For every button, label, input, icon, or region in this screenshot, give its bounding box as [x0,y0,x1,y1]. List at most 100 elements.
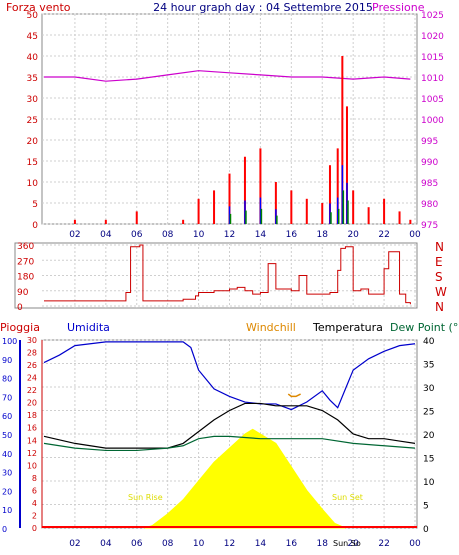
tick-label-pressure: 1025 [421,11,444,21]
chart-marks [42,56,417,529]
tick-label-hour: 20 [347,539,359,549]
tick-label-pressure: 995 [421,137,438,147]
tick-label-hour: 10 [193,539,205,549]
windchill-line [287,393,301,398]
tick-label-humidity: 40 [2,450,12,459]
tick-label-humidity: 60 [2,412,12,421]
tick-label-rain: 10 [27,461,37,470]
tick-label-pressure: 1020 [421,32,444,42]
compass-label: W [435,285,447,299]
tick-label-rain: 26 [27,361,37,370]
sunset-label: Sun Set [332,493,363,502]
tick-label-hour: 16 [286,539,298,549]
tick-label-hour: 22 [378,539,389,549]
tick-label-wind: 50 [27,11,39,21]
chart-title: 24 hour graph day : 04 Settembre 2015 [153,1,373,14]
pressure-axis-label: Pressione [372,1,425,14]
tick-label-rain: 24 [27,374,37,383]
tick-label-pressure: 990 [421,158,438,168]
tick-label-pressure: 1005 [421,95,444,105]
tick-labels: 0510152025303540455097598098599099510001… [2,11,447,549]
tick-label-hour: 04 [100,539,112,549]
tick-label-rain: 18 [27,411,37,420]
tick-label-wind: 5 [32,200,38,210]
tick-label-temperature: 40 [423,337,435,347]
tick-label-temperature: 30 [423,384,435,394]
tick-label-hour: 10 [193,230,205,240]
tick-label-temperature: 35 [423,361,434,371]
tick-label-humidity: 0 [2,525,7,534]
tick-label-humidity: 80 [2,375,12,384]
tick-label-pressure: 975 [421,221,438,231]
tick-label-wind: 30 [27,95,39,105]
temperature-line [43,402,416,449]
temperature-label: Temperatura [312,321,383,334]
tick-label-hour: 02 [69,230,80,240]
tick-label-rain: 8 [32,474,37,483]
tick-label-rain: 6 [32,486,37,495]
tick-label-hour: 18 [317,230,329,240]
solar-area [144,428,346,529]
tick-label-humidity: 70 [2,393,12,402]
tick-label-direction: 180 [17,273,34,283]
tick-label-temperature: 5 [423,502,429,512]
tick-label-hour: 08 [162,539,174,549]
tick-label-temperature: 15 [423,455,434,465]
tick-label-rain: 20 [27,399,37,408]
tick-label-wind: 0 [32,221,38,231]
tick-label-wind: 25 [27,116,38,126]
wind-axis-label: Forza vento [6,1,71,14]
tick-label-wind: 40 [27,53,39,63]
tick-label-direction: 90 [17,288,29,298]
tick-label-hour: 22 [378,230,389,240]
tick-label-rain: 2 [32,511,37,520]
tick-label-rain: 4 [32,499,37,508]
tick-label-direction: 0 [17,303,23,313]
tick-label-temperature: 25 [423,408,434,418]
tick-label-direction: 270 [17,257,34,267]
rain-axis-label: Pioggia [0,321,40,334]
tick-label-rain: 0 [32,524,37,533]
tick-label-wind: 35 [27,74,38,84]
tick-label-rain: 12 [27,449,37,458]
compass-label: N [435,240,444,254]
tick-label-direction: 360 [17,242,34,252]
tick-label-pressure: 1015 [421,53,444,63]
tick-label-hour: 06 [131,539,143,549]
tick-label-wind: 45 [27,32,38,42]
wind-pressure-grid [42,13,417,225]
tick-label-pressure: 1010 [421,74,444,84]
compass-label: S [435,270,443,284]
tick-label-rain: 30 [27,336,37,345]
tick-label-temperature: 0 [423,525,429,535]
tick-label-hour: 18 [317,539,329,549]
tick-label-hour: 08 [162,230,174,240]
tick-label-rain: 14 [27,436,37,445]
tick-label-hour: 00 [409,539,421,549]
tick-label-rain: 22 [27,386,37,395]
tick-label-hour: 20 [347,230,359,240]
direction-line [44,244,411,305]
tick-label-hour: 14 [255,539,267,549]
tick-label-humidity: 50 [2,431,12,440]
tick-label-rain: 16 [27,424,37,433]
windchill-label: Windchill [246,321,296,334]
tick-label-temperature: 20 [423,431,435,441]
dewpoint-label: Dew Point (°C [390,321,459,334]
compass-label: E [435,255,443,269]
dewpoint-line [43,435,416,452]
tick-label-pressure: 985 [421,179,438,189]
tick-label-hour: 02 [69,539,80,549]
tick-label-humidity: 90 [2,356,12,365]
tick-label-hour: 12 [224,230,235,240]
humidity-axis-label: Umidita [67,321,110,334]
tick-label-humidity: 100 [2,337,17,346]
tick-label-hour: 14 [255,230,267,240]
tick-label-pressure: 1000 [421,116,444,126]
pressure-line [44,70,411,82]
wind-average-bars [228,165,349,224]
tick-label-wind: 20 [27,137,39,147]
tick-label-rain: 28 [27,349,37,358]
tick-label-humidity: 30 [2,469,12,478]
